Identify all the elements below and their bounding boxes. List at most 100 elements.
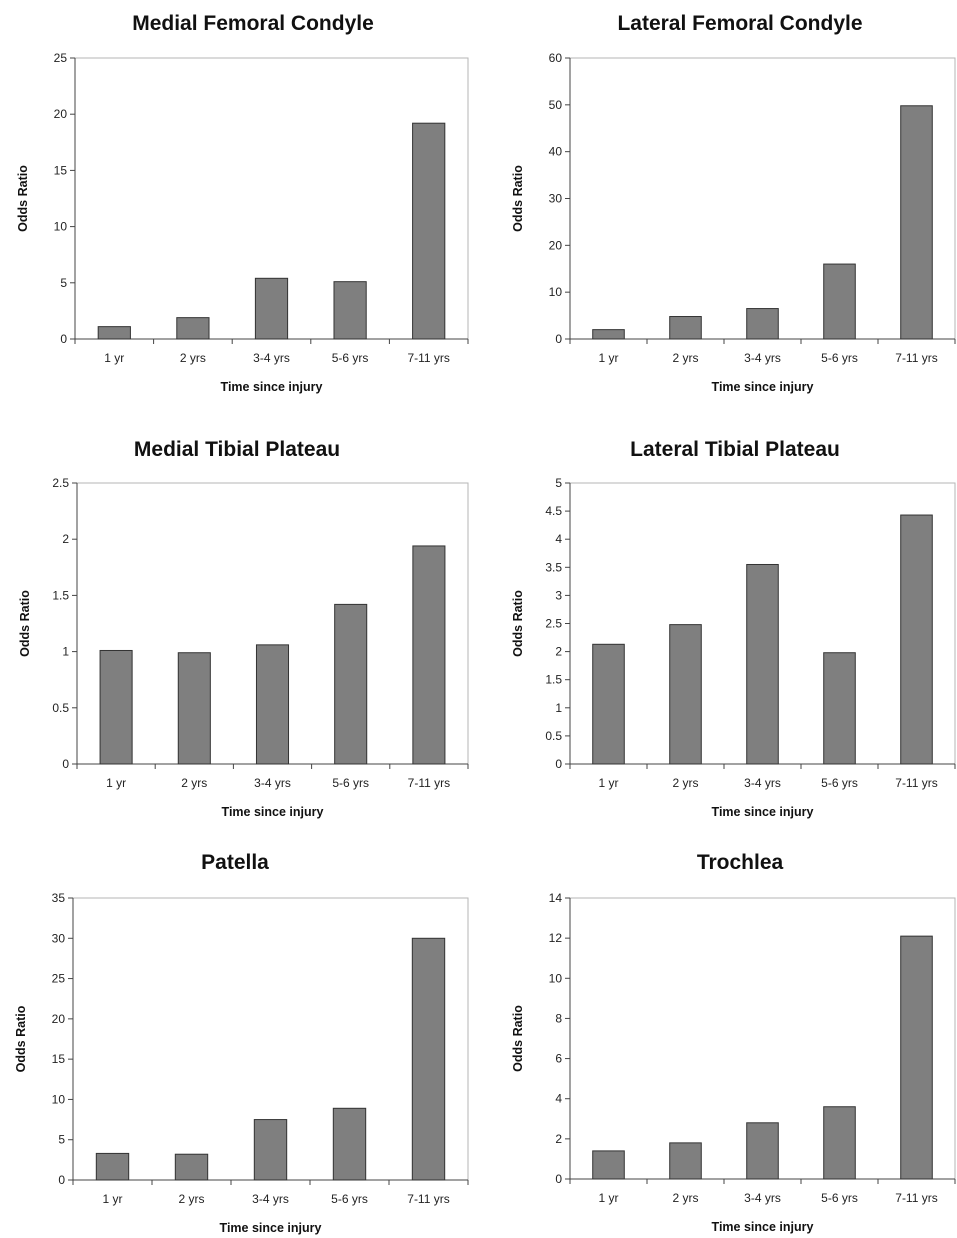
- chart-medial-tibial-plateau: Medial Tibial Plateau 0 0.5 1 1.5 2 2.5 1 yr 2 y…: [18, 438, 469, 819]
- y-tick-label: 2.5: [52, 476, 69, 490]
- x-tick-label: 2 yrs: [672, 776, 698, 790]
- y-tick-label: 0: [555, 332, 562, 346]
- y-tick-label: 10: [54, 220, 68, 234]
- chart-patella: Patella 0 5 10 15 20 25 30 35 1 yr 2 yrs 3-4 yrs 5-6…: [14, 851, 469, 1235]
- x-tick-label: 5-6 yrs: [331, 1192, 368, 1206]
- bar-3-4-yrs: [746, 563, 779, 765]
- x-axis-label: Time since injury: [712, 805, 814, 819]
- y-tick-label: 2: [555, 645, 562, 659]
- y-tick-label: 35: [52, 891, 66, 905]
- x-tick-label: 1 yr: [598, 1191, 618, 1205]
- x-tick-label: 5-6 yrs: [821, 1191, 858, 1205]
- chart-lateral-tibial-plateau: Lateral Tibial Plateau 0 0.5 1 1.5 2 2.5 3 3.5 4 4…: [511, 438, 956, 819]
- y-axis-label: Odds Ratio: [511, 590, 525, 657]
- x-axis-label: Time since injury: [712, 380, 814, 394]
- y-tick-label: 6: [555, 1052, 562, 1066]
- y-tick-label: 40: [549, 145, 563, 159]
- bar-7-11-yrs: [900, 514, 933, 765]
- x-axis-label: Time since injury: [220, 1221, 322, 1235]
- bar-2-yrs: [174, 1153, 209, 1181]
- y-tick-label: 20: [54, 107, 68, 121]
- x-tick-label: 2 yrs: [180, 351, 206, 365]
- chart-lateral-femoral-condyle: Lateral Femoral Condyle 0 10 20 30 40 50 60 1 yr…: [511, 12, 956, 394]
- y-axis-label: Odds Ratio: [511, 1005, 525, 1072]
- y-tick-label: 14: [549, 891, 563, 905]
- bar-5-6-yrs: [823, 1106, 856, 1180]
- x-tick-label: 7-11 yrs: [895, 351, 937, 365]
- bar-7-11-yrs: [900, 935, 933, 1180]
- x-tick-label: 2 yrs: [181, 776, 207, 790]
- y-axis-label: Odds Ratio: [511, 165, 525, 232]
- bar-1-yr: [97, 326, 131, 340]
- y-tick-label: 15: [54, 163, 68, 177]
- bar-3-4-yrs: [253, 1119, 288, 1181]
- x-tick-label: 5-6 yrs: [332, 776, 369, 790]
- y-tick-label: 0: [555, 757, 562, 771]
- x-tick-label: 1 yr: [104, 351, 124, 365]
- x-tick-label: 3-4 yrs: [744, 351, 781, 365]
- x-tick-label: 1 yr: [102, 1192, 122, 1206]
- x-tick-label: 5-6 yrs: [332, 351, 369, 365]
- bar-5-6-yrs: [333, 281, 367, 340]
- y-tick-label: 10: [52, 1092, 66, 1106]
- y-tick-label: 2: [62, 532, 69, 546]
- y-tick-label: 25: [54, 51, 68, 65]
- y-tick-label: 5: [555, 476, 562, 490]
- y-tick-label: 30: [549, 192, 563, 206]
- x-tick-label: 7-11 yrs: [407, 351, 449, 365]
- bar-1-yr: [592, 329, 625, 340]
- bar-1-yr: [592, 1150, 625, 1180]
- x-tick-label: 3-4 yrs: [253, 351, 290, 365]
- chart-title: Patella: [201, 851, 269, 874]
- y-tick-label: 5: [58, 1133, 65, 1147]
- bar-2-yrs: [669, 624, 702, 765]
- y-tick-label: 4.5: [545, 504, 562, 518]
- y-tick-label: 1: [62, 645, 69, 659]
- x-tick-label: 7-11 yrs: [895, 1191, 937, 1205]
- bar-2-yrs: [176, 317, 210, 340]
- x-tick-label: 3-4 yrs: [744, 776, 781, 790]
- y-tick-label: 5: [60, 276, 67, 290]
- bar-7-11-yrs: [411, 937, 446, 1181]
- y-tick-label: 60: [549, 51, 563, 65]
- y-tick-label: 25: [52, 972, 66, 986]
- chart-medial-femoral-condyle: Medial Femoral Condyle 0 5 10 15 20 25 1 yr 2 yr…: [16, 12, 469, 394]
- y-tick-label: 12: [549, 931, 563, 945]
- y-tick-label: 20: [549, 238, 563, 252]
- y-tick-label: 2: [555, 1132, 562, 1146]
- x-tick-label: 2 yrs: [178, 1192, 204, 1206]
- bar-2-yrs: [669, 316, 702, 340]
- bar-1-yr: [95, 1152, 130, 1181]
- bar-1-yr: [99, 649, 133, 765]
- y-tick-label: 1.5: [52, 588, 69, 602]
- y-tick-label: 0: [62, 757, 69, 771]
- y-tick-label: 3: [555, 588, 562, 602]
- bar-5-6-yrs: [823, 263, 856, 340]
- bar-3-4-yrs: [746, 308, 779, 340]
- y-tick-label: 0: [555, 1172, 562, 1186]
- y-tick-label: 1.5: [545, 673, 562, 687]
- bar-5-6-yrs: [823, 652, 856, 765]
- bar-2-yrs: [669, 1142, 702, 1180]
- x-axis-label: Time since injury: [712, 1220, 814, 1234]
- x-tick-label: 3-4 yrs: [744, 1191, 781, 1205]
- x-tick-label: 1 yr: [106, 776, 126, 790]
- x-tick-label: 2 yrs: [672, 351, 698, 365]
- y-tick-label: 10: [549, 971, 563, 985]
- y-tick-label: 50: [549, 98, 563, 112]
- chart-title: Lateral Femoral Condyle: [617, 12, 862, 35]
- y-tick-label: 15: [52, 1052, 66, 1066]
- y-tick-label: 2.5: [545, 617, 562, 631]
- x-tick-label: 3-4 yrs: [254, 776, 291, 790]
- y-tick-label: 0: [60, 332, 67, 346]
- y-tick-label: 0: [58, 1173, 65, 1187]
- plot-area: [569, 57, 956, 340]
- x-tick-label: 2 yrs: [672, 1191, 698, 1205]
- bar-7-11-yrs: [900, 105, 933, 340]
- y-tick-label: 3.5: [545, 560, 562, 574]
- x-axis-label: Time since injury: [222, 805, 324, 819]
- x-tick-label: 1 yr: [598, 776, 618, 790]
- x-tick-label: 7-11 yrs: [407, 1192, 449, 1206]
- bar-3-4-yrs: [254, 277, 289, 340]
